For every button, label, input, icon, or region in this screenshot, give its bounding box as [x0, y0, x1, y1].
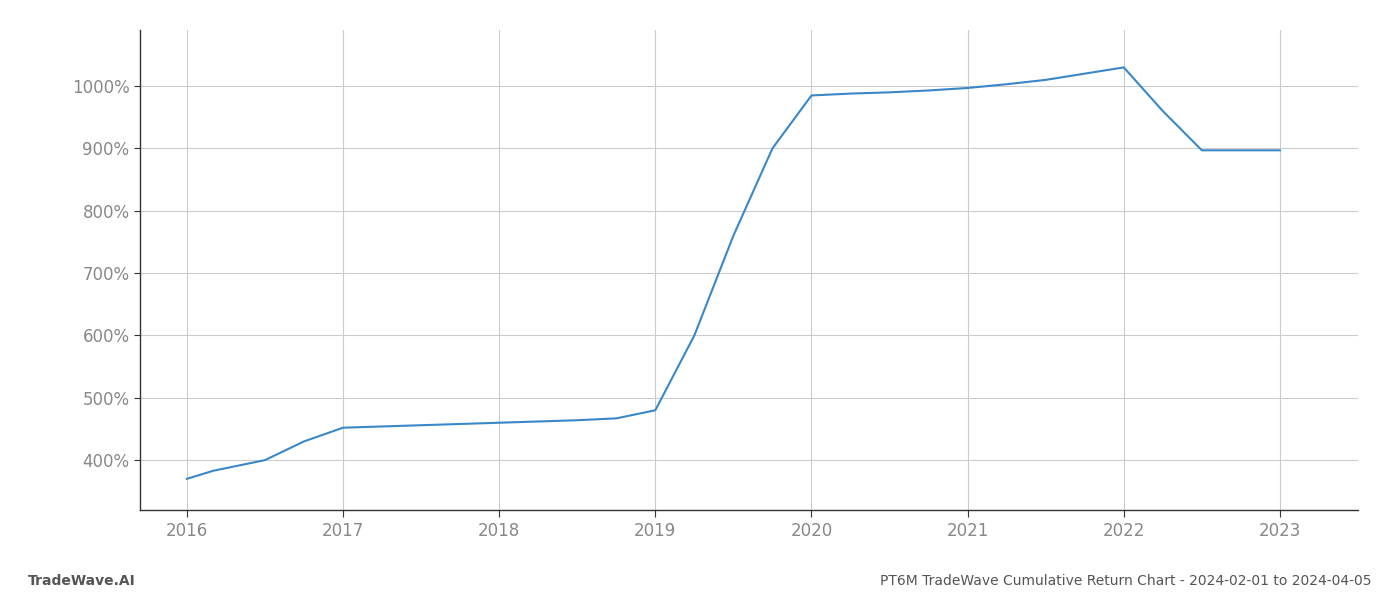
- Text: TradeWave.AI: TradeWave.AI: [28, 574, 136, 588]
- Text: PT6M TradeWave Cumulative Return Chart - 2024-02-01 to 2024-04-05: PT6M TradeWave Cumulative Return Chart -…: [881, 574, 1372, 588]
